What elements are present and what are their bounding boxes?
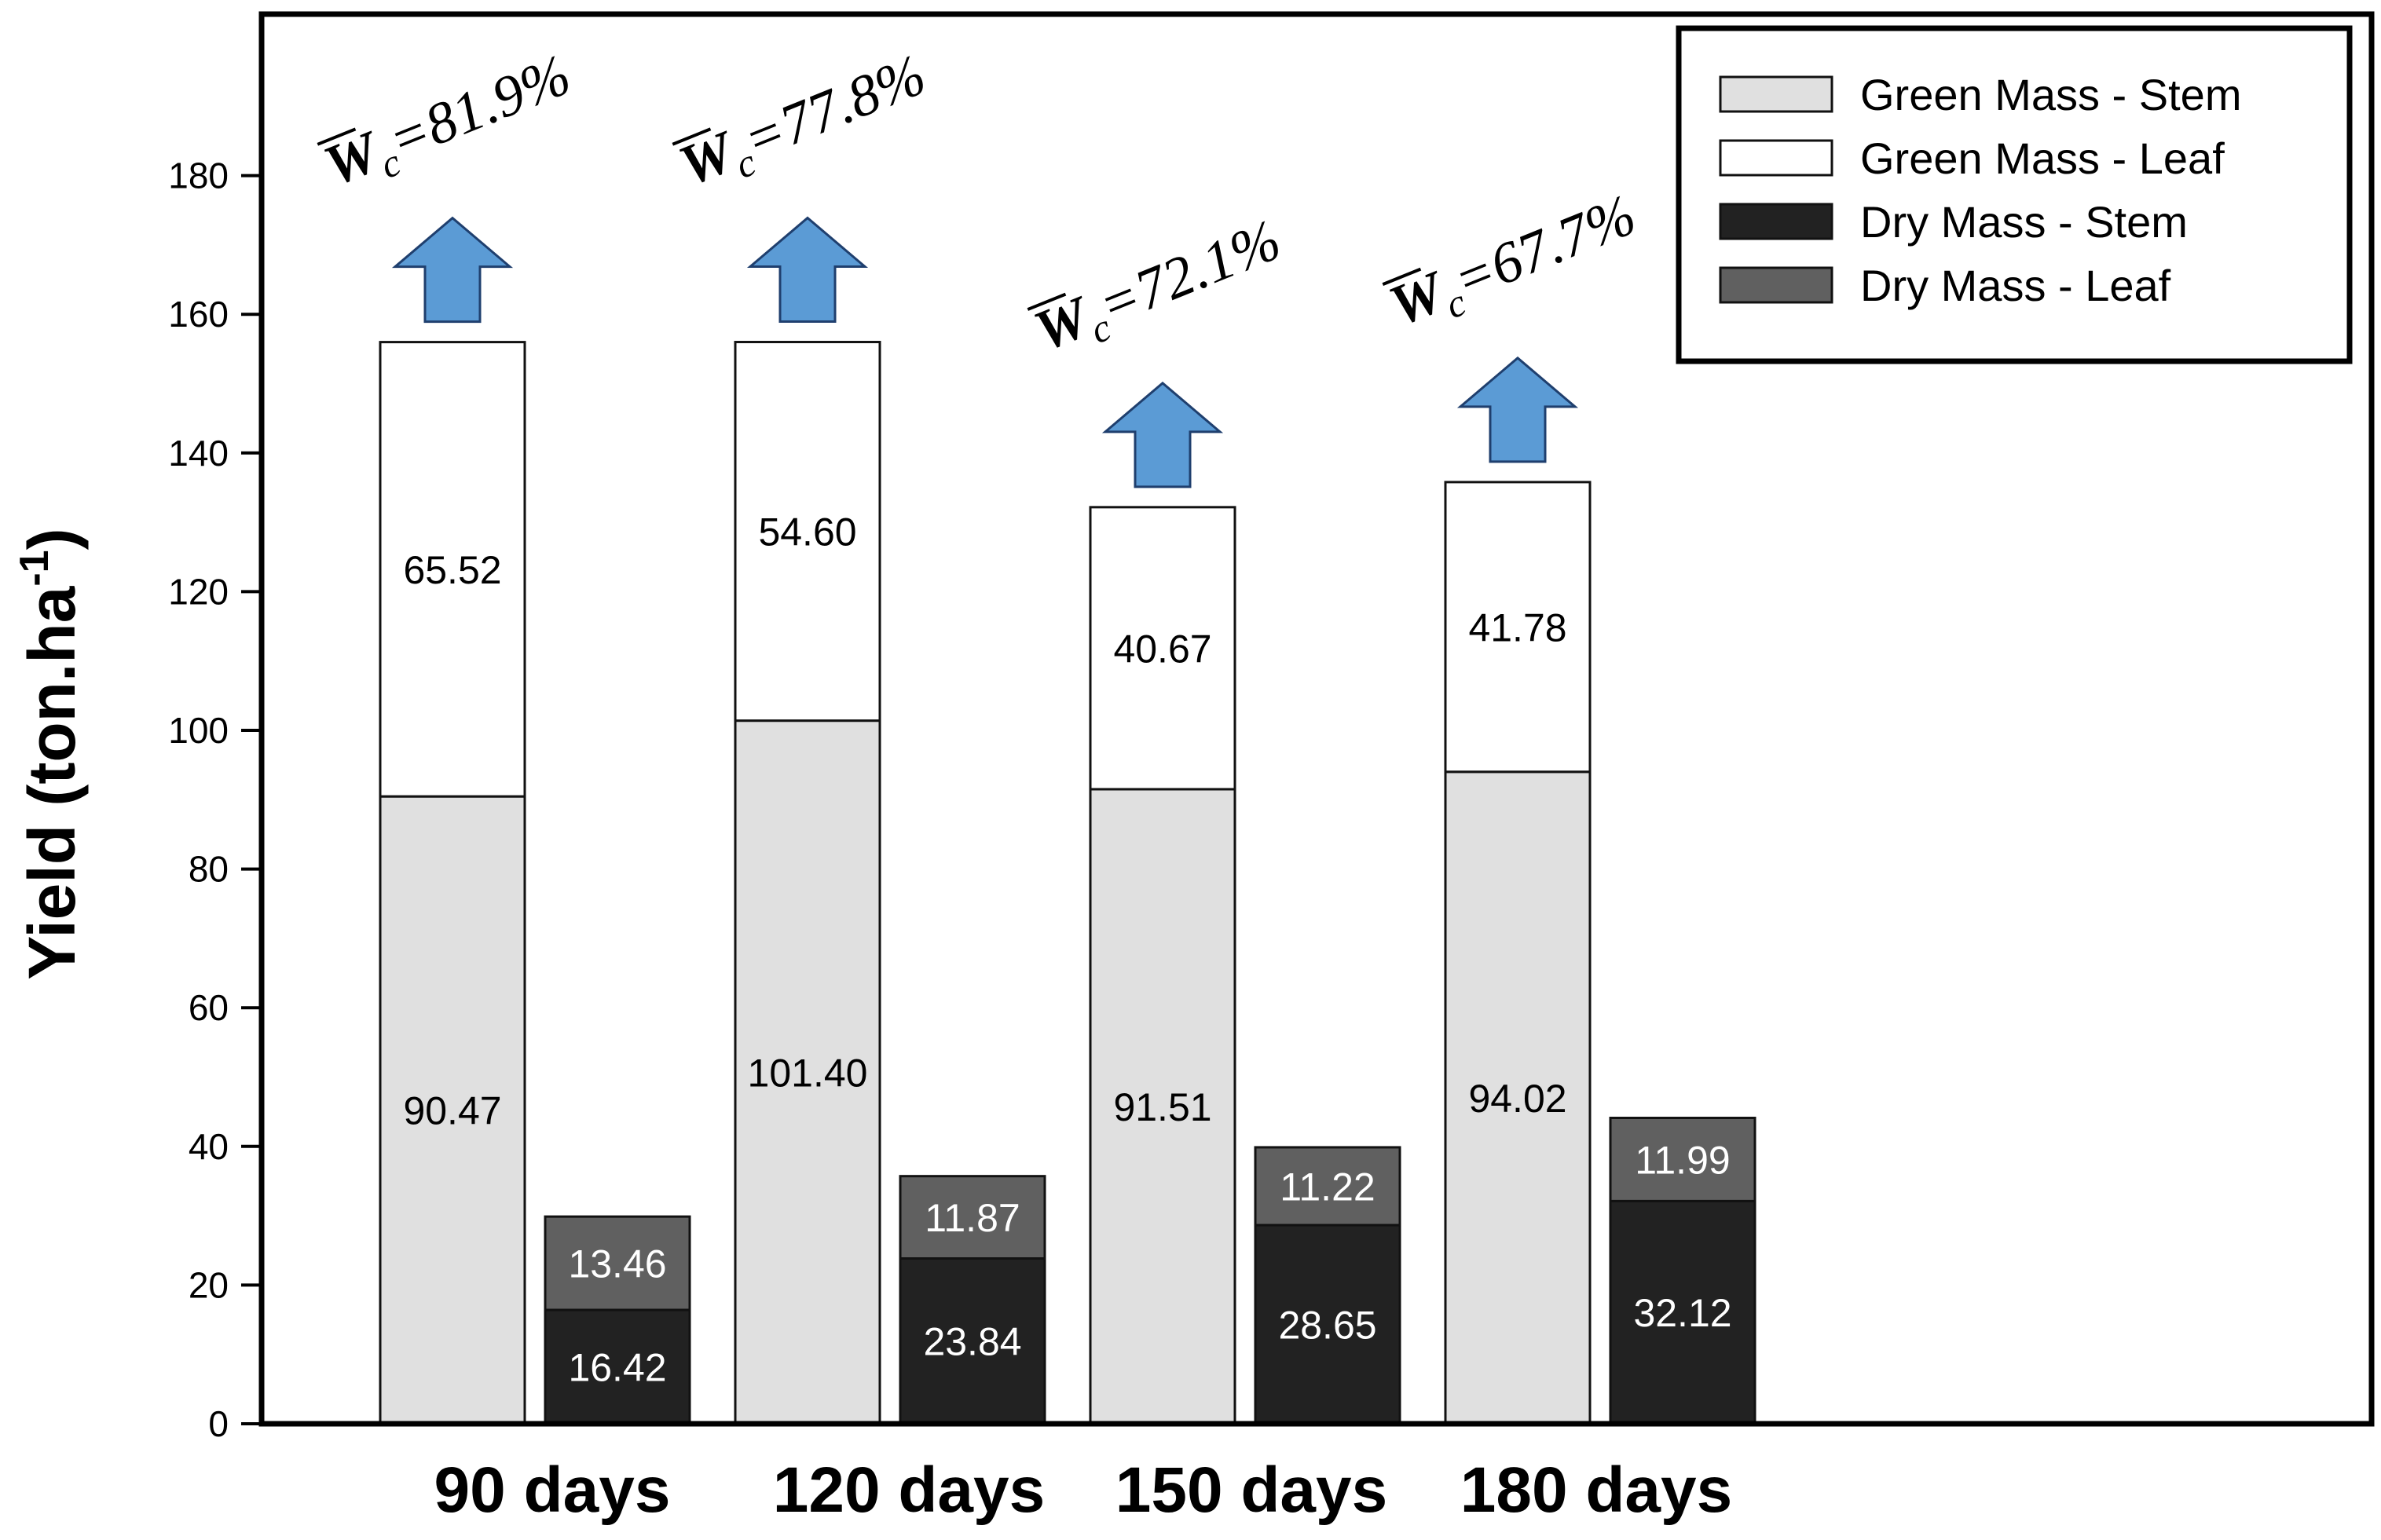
up-arrow-icon: [1456, 356, 1579, 463]
overline-bar: [672, 127, 712, 146]
water-content-label: Wc=67.7%: [1381, 182, 1648, 346]
y-tick-label: 60: [189, 987, 229, 1028]
green-leaf-value-label: 40.67: [1113, 627, 1211, 671]
y-tick-label: 140: [168, 433, 229, 474]
dry-leaf-value-label: 11.99: [1635, 1138, 1730, 1182]
green-stem-value-label: 91.51: [1113, 1085, 1211, 1129]
water-content-label: Wc=77.8%: [671, 42, 938, 207]
green-leaf-value-label: 54.60: [758, 510, 856, 554]
water-content-text: Wc=72.1%: [1026, 207, 1293, 371]
y-tick-label: 180: [168, 155, 229, 196]
y-axis-title: Yield (ton.ha-1): [12, 528, 89, 979]
legend-swatch: [1719, 75, 1833, 113]
dry-stem-value-label: 32.12: [1633, 1291, 1731, 1335]
dry-leaf-value-label: 11.87: [925, 1196, 1020, 1240]
up-arrow-icon: [391, 216, 514, 324]
dry-leaf-bar: [1254, 1146, 1401, 1227]
y-tick-label: 160: [168, 294, 229, 335]
overline-bar: [317, 127, 357, 146]
dry-leaf-value-label: 13.46: [568, 1242, 666, 1286]
legend-swatch: [1719, 266, 1833, 304]
x-category-label: 90 days: [434, 1454, 671, 1526]
water-content-text: Wc=67.7%: [1381, 182, 1648, 346]
up-arrow-icon: [746, 216, 869, 324]
green-stem-value-label: 101.40: [748, 1051, 868, 1095]
x-category-label: 150 days: [1115, 1454, 1388, 1526]
x-category-label: 120 days: [773, 1454, 1046, 1526]
legend-entry-label: Green Mass - Leaf: [1860, 134, 2225, 183]
green-leaf-bar: [1444, 481, 1592, 774]
legend-swatch: [1719, 139, 1833, 177]
water-content-text: Wc=81.9%: [316, 42, 583, 207]
legend-entry-label: Green Mass - Stem: [1860, 70, 2241, 119]
x-axis-categories: 90 days 120 days 150 days 180 days: [434, 1454, 1733, 1526]
plot-frame: [258, 11, 2375, 1427]
green-stem-bar: [1444, 770, 1592, 1425]
green-leaf-value-label: 65.52: [403, 548, 501, 592]
green-leaf-bar: [734, 341, 881, 722]
x-category-label: 180 days: [1460, 1454, 1733, 1526]
dry-stem-bar: [544, 1308, 691, 1425]
water-content-text: Wc=77.8%: [671, 42, 938, 207]
dry-leaf-bar: [899, 1175, 1046, 1260]
dry-stem-bar: [899, 1257, 1046, 1425]
dry-stem-value-label: 16.42: [568, 1346, 666, 1390]
green-stem-value-label: 90.47: [403, 1089, 501, 1133]
green-leaf-value-label: 41.78: [1468, 605, 1566, 649]
y-tick-label: 100: [168, 710, 229, 751]
dry-stem-value-label: 28.65: [1278, 1304, 1376, 1348]
legend: Green Mass - Stem Green Mass - Leaf Dry Ma…: [1676, 25, 2353, 364]
y-tick-label: 0: [208, 1403, 229, 1444]
green-leaf-bar: [1089, 506, 1236, 791]
green-stem-value-label: 94.02: [1468, 1077, 1566, 1121]
y-axis: 0 20 40 60 80 100 120 140 160 180: [168, 155, 262, 1444]
bar-data-labels: 90.47 65.52 101.40 54.60 91.51 40.67 94.02 41.7…: [403, 510, 1731, 1390]
overline-bar: [1382, 267, 1422, 286]
green-stem-bar: [1089, 788, 1236, 1425]
dry-stem-bar: [1254, 1224, 1401, 1425]
dry-stem-value-label: 23.84: [923, 1320, 1021, 1364]
y-tick-label: 20: [189, 1264, 229, 1305]
y-tick-label: 120: [168, 571, 229, 612]
y-tick-label: 40: [189, 1126, 229, 1167]
water-content-label: Wc=81.9%: [316, 42, 583, 207]
up-arrow-icon: [1101, 381, 1224, 488]
dry-leaf-value-label: 11.22: [1280, 1165, 1375, 1209]
green-leaf-bar: [379, 341, 526, 798]
legend-entry-label: Dry Mass - Leaf: [1860, 261, 2171, 310]
overline-bar: [1027, 292, 1067, 311]
water-content-label: Wc=72.1%: [1026, 207, 1293, 371]
legend-entry-label: Dry Mass - Stem: [1860, 197, 2188, 247]
legend-swatch: [1719, 203, 1833, 240]
dry-leaf-bar: [1609, 1117, 1756, 1202]
dry-leaf-bar: [544, 1215, 691, 1311]
y-tick-label: 80: [189, 849, 229, 890]
